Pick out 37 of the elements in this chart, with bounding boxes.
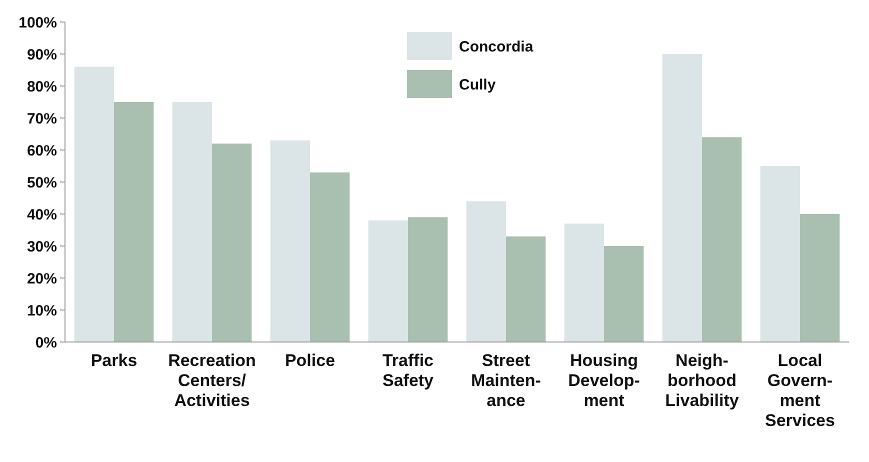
bar xyxy=(270,140,310,342)
y-tick-label: 0% xyxy=(35,334,57,352)
legend-label: Concordia xyxy=(459,38,534,56)
y-tick-label: 90% xyxy=(26,46,57,64)
y-tick-label: 80% xyxy=(26,78,57,96)
y-tick-label: 20% xyxy=(26,270,57,288)
x-tick-label: Local Govern- ment Services xyxy=(765,351,835,430)
bar xyxy=(466,201,506,342)
bar xyxy=(564,224,604,342)
y-tick-label: 10% xyxy=(26,302,57,320)
y-tick-label: 60% xyxy=(26,142,57,160)
x-tick-label: Police xyxy=(284,351,336,370)
bar xyxy=(114,102,154,342)
x-tick-label: Traffic Safety xyxy=(382,351,434,390)
bar xyxy=(800,214,840,342)
bar xyxy=(702,137,742,342)
legend-label: Cully xyxy=(459,76,496,94)
bar xyxy=(604,246,644,342)
bar xyxy=(506,236,546,342)
bar xyxy=(212,144,252,342)
x-tick-label: Recreation Centers/ Activities xyxy=(168,351,256,410)
x-tick-label: Street Mainten- ance xyxy=(471,351,541,410)
bar xyxy=(760,166,800,342)
y-tick-label: 70% xyxy=(26,110,57,128)
bar xyxy=(172,102,212,342)
x-tick-label: Neigh- borhood Livability xyxy=(665,351,740,410)
x-tick-label: Housing Develop- ment xyxy=(568,351,640,410)
y-tick-label: 50% xyxy=(26,174,57,192)
bar xyxy=(368,220,408,342)
bar xyxy=(662,54,702,342)
bar xyxy=(408,217,448,342)
bar xyxy=(310,172,350,342)
y-tick-label: 40% xyxy=(26,206,57,224)
y-tick-label: 100% xyxy=(18,14,57,32)
bar xyxy=(74,66,114,342)
x-tick-label: Parks xyxy=(90,351,138,370)
y-tick-label: 30% xyxy=(26,238,57,256)
